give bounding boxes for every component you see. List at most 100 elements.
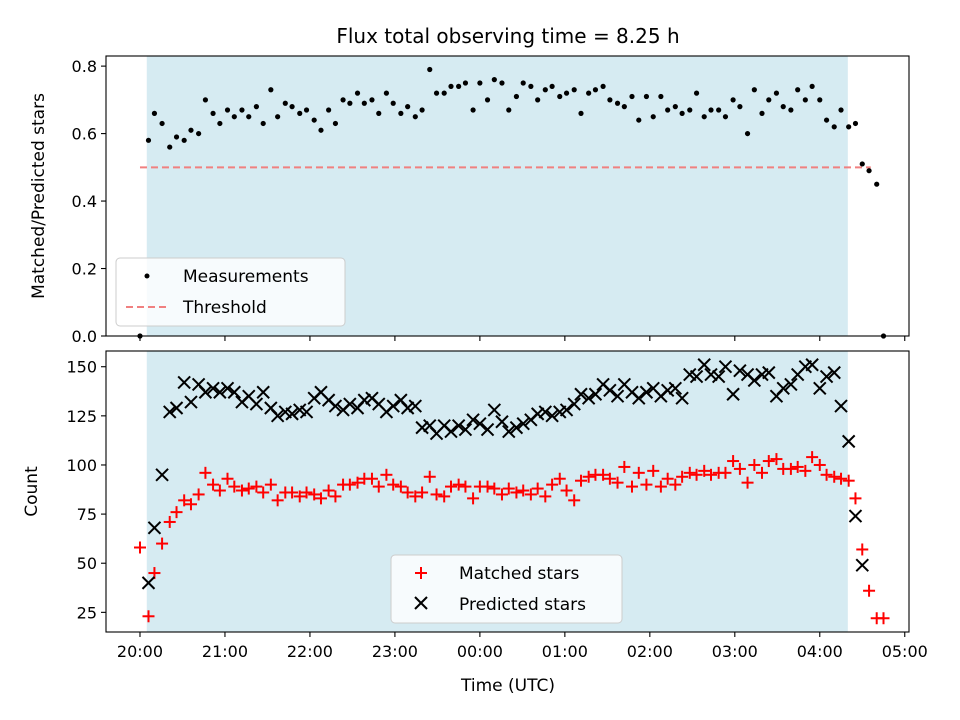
measurements-series bbox=[137, 66, 887, 339]
measurement-point bbox=[297, 110, 303, 116]
matched-star-point bbox=[640, 478, 653, 491]
matched-star-point bbox=[531, 482, 544, 495]
matched-star-point bbox=[264, 478, 277, 491]
top-axes-frame bbox=[105, 55, 910, 337]
matched-star-point bbox=[683, 466, 696, 479]
measurement-point bbox=[831, 124, 837, 130]
measurement-point bbox=[217, 120, 223, 127]
measurement-point bbox=[607, 97, 613, 103]
top-y-tick-label: 0.2 bbox=[72, 260, 97, 279]
matched-star-point bbox=[438, 490, 451, 503]
predicted-star-point bbox=[762, 365, 776, 380]
measurement-point bbox=[650, 114, 656, 120]
measurement-point bbox=[491, 77, 497, 83]
measurement-point bbox=[282, 100, 288, 106]
predicted-star-point bbox=[689, 369, 704, 384]
predicted-star-point bbox=[747, 373, 762, 388]
matched-star-point bbox=[300, 486, 313, 499]
matched-star-point bbox=[632, 466, 645, 479]
matched-star-point bbox=[133, 541, 146, 554]
measurement-point bbox=[398, 110, 404, 116]
measurement-point bbox=[318, 127, 324, 133]
measurement-point bbox=[427, 66, 433, 73]
matched-star-point bbox=[271, 494, 284, 507]
measurement-point bbox=[751, 87, 757, 93]
predicted-star-point bbox=[805, 358, 819, 372]
top-y-tick-label: 0.8 bbox=[72, 57, 97, 76]
measurement-point bbox=[484, 97, 491, 103]
predicted-star-point bbox=[530, 407, 545, 421]
matched-star-point bbox=[156, 537, 169, 550]
matched-star-point bbox=[170, 506, 183, 519]
top-legend-box bbox=[115, 257, 346, 327]
measurement-point bbox=[340, 97, 346, 103]
matched-star-point bbox=[430, 488, 443, 501]
predicted-star-point bbox=[502, 424, 516, 439]
matched-star-point bbox=[142, 610, 155, 623]
bottom-legend: Matched stars Predicted stars bbox=[390, 554, 623, 624]
measurement-point bbox=[693, 90, 700, 96]
predicted-star-point bbox=[639, 385, 654, 399]
measurement-point bbox=[376, 110, 382, 116]
predicted-star-point bbox=[827, 365, 841, 380]
matched-star-point bbox=[444, 480, 457, 493]
predicted-star-point bbox=[466, 413, 480, 427]
measurement-point bbox=[390, 100, 396, 106]
measurement-point bbox=[477, 80, 483, 86]
measurement-point bbox=[535, 97, 541, 103]
matched-star-point bbox=[213, 484, 226, 497]
matched-star-point bbox=[221, 472, 234, 485]
predicted-stars-series bbox=[141, 358, 869, 590]
matched-star-point bbox=[467, 492, 480, 505]
legend-marker-measurements bbox=[144, 273, 150, 279]
bottom-y-tick-label: 50 bbox=[77, 554, 97, 573]
top-y-tick-label: 0.0 bbox=[72, 327, 97, 346]
predicted-star-point bbox=[733, 363, 747, 378]
predicted-star-point bbox=[704, 367, 718, 382]
predicted-star-point bbox=[668, 381, 683, 396]
predicted-star-point bbox=[451, 418, 466, 433]
measurement-point bbox=[809, 83, 815, 89]
bottom-axes-frame bbox=[105, 350, 910, 633]
measurement-point bbox=[557, 93, 563, 100]
measurement-point bbox=[202, 97, 209, 103]
measurement-point bbox=[629, 93, 635, 100]
legend-marker-predicted bbox=[414, 596, 428, 610]
predicted-star-point bbox=[588, 387, 603, 401]
matched-star-point bbox=[178, 494, 191, 507]
predicted-star-point bbox=[487, 403, 502, 417]
matched-star-point bbox=[799, 464, 812, 477]
matched-star-point bbox=[286, 486, 299, 499]
predicted-star-point bbox=[328, 399, 343, 413]
measurement-point bbox=[817, 97, 823, 103]
top-y-tick-label: 0.6 bbox=[72, 125, 97, 144]
matched-star-point bbox=[401, 486, 414, 499]
x-tick-label: 20:00 bbox=[117, 642, 163, 661]
measurement-point bbox=[275, 114, 281, 120]
predicted-star-point bbox=[841, 434, 856, 449]
matched-star-point bbox=[351, 476, 364, 489]
predicted-star-point bbox=[509, 420, 524, 435]
measurement-point bbox=[326, 107, 332, 113]
predicted-star-point bbox=[538, 405, 553, 419]
matched-star-point bbox=[308, 488, 321, 501]
measurement-point bbox=[289, 104, 295, 110]
matched-star-point bbox=[409, 490, 422, 503]
matched-star-point bbox=[733, 462, 746, 475]
x-axis-label: Time (UTC) bbox=[460, 676, 555, 696]
predicted-star-point bbox=[147, 521, 162, 535]
x-tick-label: 01:00 bbox=[542, 642, 588, 661]
measurement-point bbox=[549, 83, 555, 89]
matched-star-point bbox=[719, 466, 732, 479]
measurement-point bbox=[303, 107, 310, 113]
legend-label-threshold: Threshold bbox=[182, 298, 267, 318]
predicted-star-point bbox=[718, 360, 733, 374]
predicted-star-point bbox=[726, 387, 740, 401]
measurement-point bbox=[419, 107, 425, 113]
predicted-star-point bbox=[567, 397, 581, 411]
matched-star-point bbox=[762, 455, 775, 468]
x-tick-label: 00:00 bbox=[457, 642, 503, 661]
predicted-star-point bbox=[184, 395, 198, 409]
matched-stars-series bbox=[133, 451, 890, 625]
measurement-point bbox=[788, 107, 794, 113]
